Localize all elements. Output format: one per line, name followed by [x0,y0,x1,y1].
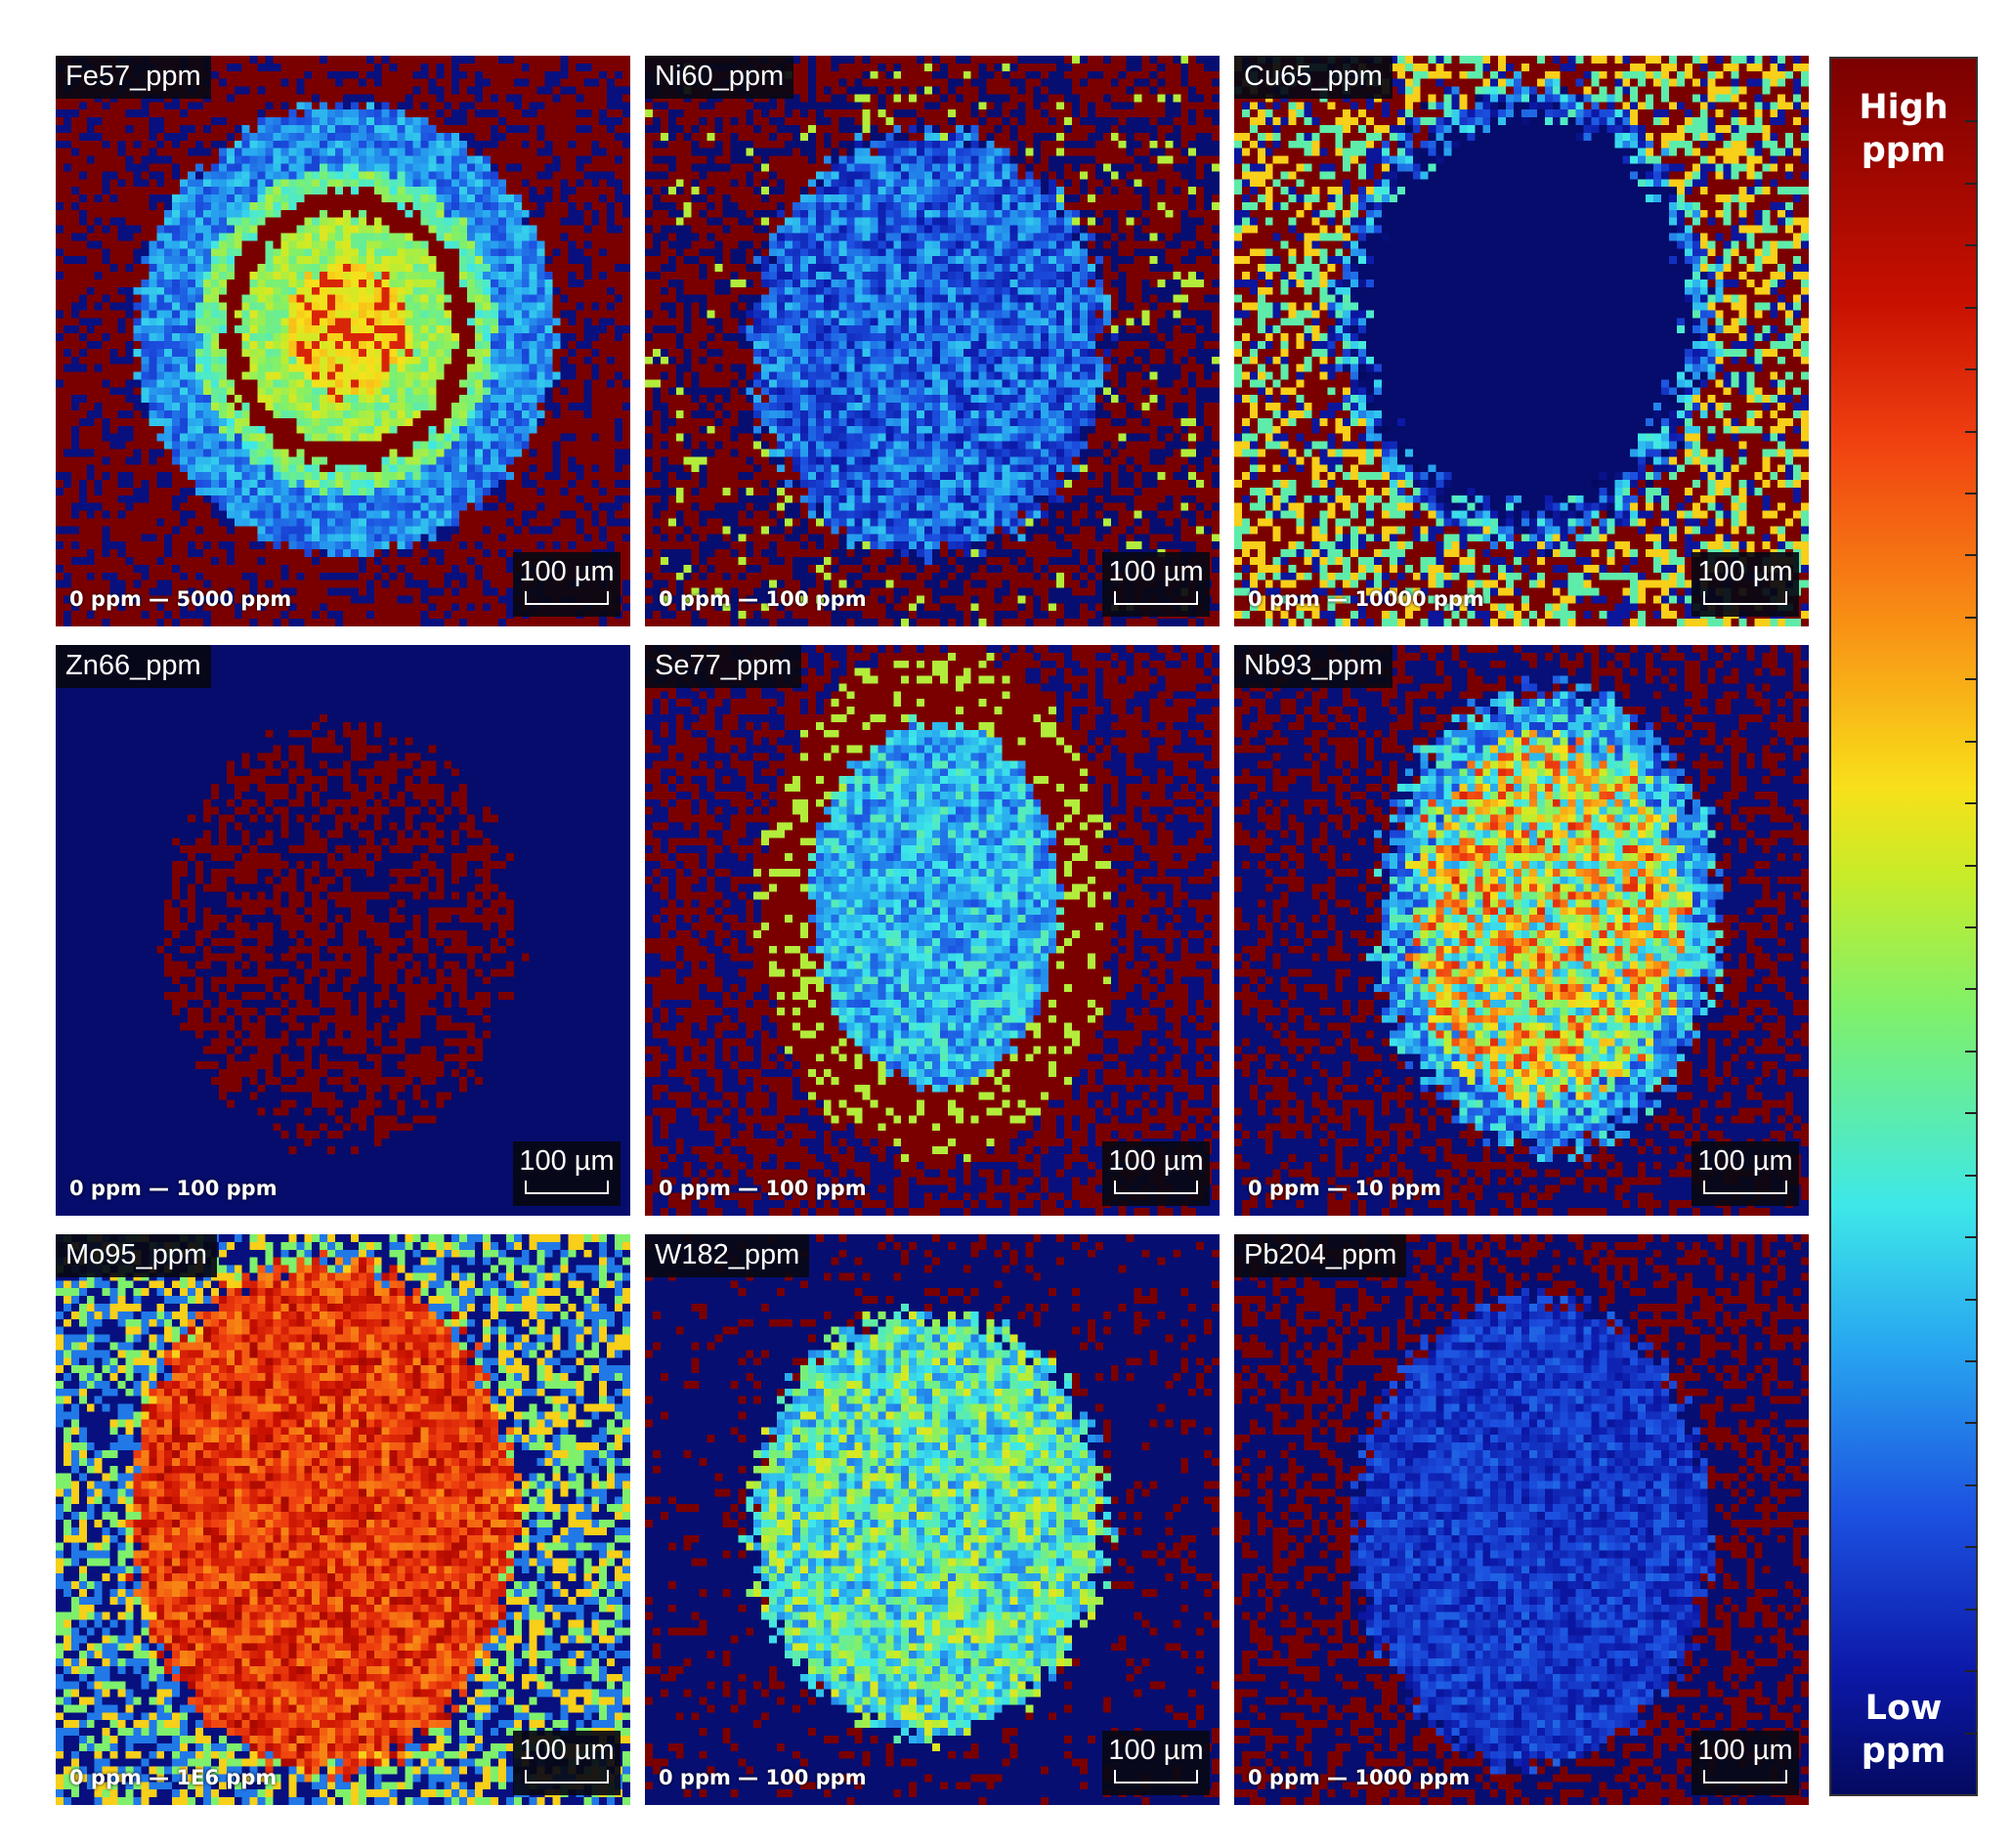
scale-bar-label: 100 µm [1697,556,1793,587]
element-map-panel: Ni60_ppm 0 ppm — 100 ppm 100 µm [645,56,1220,626]
scale-bar-line [1114,591,1198,605]
range-label: 0 ppm — 1000 ppm [1248,1766,1471,1789]
colorbar-tick [1965,1422,1977,1425]
colorbar-tick [1965,1050,1977,1053]
colorbar-tick [1965,430,1977,433]
element-heatmap [56,645,630,1216]
colorbar-tick [1965,244,1977,247]
scale-bar-label: 100 µm [1108,1735,1204,1766]
panel-title: Cu65_ppm [1234,56,1392,99]
scale-bar-line [1703,591,1787,605]
range-label: 0 ppm — 5000 ppm [69,587,292,611]
range-label: 0 ppm — 100 ppm [659,1177,867,1200]
scale-bar: 100 µm [1102,1141,1210,1206]
element-heatmap [1234,645,1809,1216]
panel-title: Fe57_ppm [56,56,211,99]
element-map-panel: Fe57_ppm 0 ppm — 5000 ppm 100 µm [56,56,630,626]
colorbar-tick [1965,120,1977,123]
element-map-panel: Cu65_ppm 0 ppm — 10000 ppm 100 µm [1234,56,1809,626]
element-map-panel: Se77_ppm 0 ppm — 100 ppm 100 µm [645,645,1220,1216]
colorbar-tick [1965,1112,1977,1115]
colorbar-tick [1965,368,1977,371]
scale-bar-label: 100 µm [519,556,615,587]
element-heatmap [645,645,1220,1216]
colorbar-tick [1965,182,1977,185]
range-label: 0 ppm — 1E6 ppm [69,1766,278,1789]
scale-bar-label: 100 µm [519,1735,615,1766]
scale-bar-label: 100 µm [519,1145,615,1177]
scale-bar: 100 µm [1692,552,1799,617]
colorbar-high-label: High ppm [1859,88,1949,170]
colorbar-tick [1965,306,1977,309]
scale-bar-line [525,1181,609,1194]
element-heatmap [56,1234,630,1805]
scale-bar: 100 µm [1692,1141,1799,1206]
panel-title: Ni60_ppm [645,56,794,99]
colorbar-tick [1965,1236,1977,1239]
colorbar-tick [1965,493,1977,494]
colorbar-tick [1965,1608,1977,1611]
range-label: 0 ppm — 100 ppm [69,1177,278,1200]
panel-title: Se77_ppm [645,645,802,688]
colorbar-tick [1965,1360,1977,1362]
panel-title: Nb93_ppm [1234,645,1392,688]
scale-bar-line [1703,1770,1787,1784]
element-heatmap [645,56,1220,626]
scale-bar: 100 µm [513,1141,621,1206]
element-map-panel: Mo95_ppm 0 ppm — 1E6 ppm 100 µm [56,1234,630,1805]
colorbar-tick [1965,1174,1977,1177]
scale-bar-line [1114,1770,1198,1784]
colorbar-tick [1965,988,1977,991]
scale-bar-label: 100 µm [1108,1145,1204,1177]
scale-bar-line [525,1770,609,1784]
scale-bar: 100 µm [1102,1731,1210,1795]
colorbar-tick [1965,1546,1977,1549]
colorbar-tick [1965,740,1977,743]
panel-title: Zn66_ppm [56,645,211,688]
colorbar-tick [1965,554,1977,557]
scale-bar: 100 µm [513,552,621,617]
colorbar-tick [1965,1483,1977,1486]
element-map-panel: Pb204_ppm 0 ppm — 1000 ppm 100 µm [1234,1234,1809,1805]
scale-bar-line [525,591,609,605]
colorbar-tick [1965,1298,1977,1301]
colorbar: High ppm Low ppm [1829,57,1978,1796]
scale-bar-label: 100 µm [1697,1145,1793,1177]
scale-bar: 100 µm [513,1731,621,1795]
range-label: 0 ppm — 100 ppm [659,1766,867,1789]
panel-title: Mo95_ppm [56,1234,218,1277]
scale-bar: 100 µm [1692,1731,1799,1795]
element-heatmap [56,56,630,626]
colorbar-tick [1965,1732,1977,1735]
scale-bar-line [1703,1181,1787,1194]
element-heatmap [1234,1234,1809,1805]
colorbar-tick [1965,864,1977,867]
element-map-panel: Zn66_ppm 0 ppm — 100 ppm 100 µm [56,645,630,1216]
scale-bar-label: 100 µm [1108,556,1204,587]
scale-bar-line [1114,1181,1198,1194]
range-label: 0 ppm — 10 ppm [1248,1177,1441,1200]
element-map-panel: Nb93_ppm 0 ppm — 10 ppm 100 µm [1234,645,1809,1216]
range-label: 0 ppm — 10000 ppm [1248,587,1484,611]
element-heatmap [645,1234,1220,1805]
colorbar-tick [1965,1670,1977,1673]
colorbar-tick [1965,678,1977,681]
colorbar-tick [1965,926,1977,928]
range-label: 0 ppm — 100 ppm [659,587,867,611]
colorbar-tick [1965,802,1977,805]
scale-bar: 100 µm [1102,552,1210,617]
panel-title: Pb204_ppm [1234,1234,1407,1277]
element-map-panel: W182_ppm 0 ppm — 100 ppm 100 µm [645,1234,1220,1805]
colorbar-low-label: Low ppm [1861,1689,1947,1771]
element-heatmap [1234,56,1809,626]
colorbar-tick [1965,616,1977,619]
panel-title: W182_ppm [645,1234,810,1277]
scale-bar-label: 100 µm [1697,1735,1793,1766]
